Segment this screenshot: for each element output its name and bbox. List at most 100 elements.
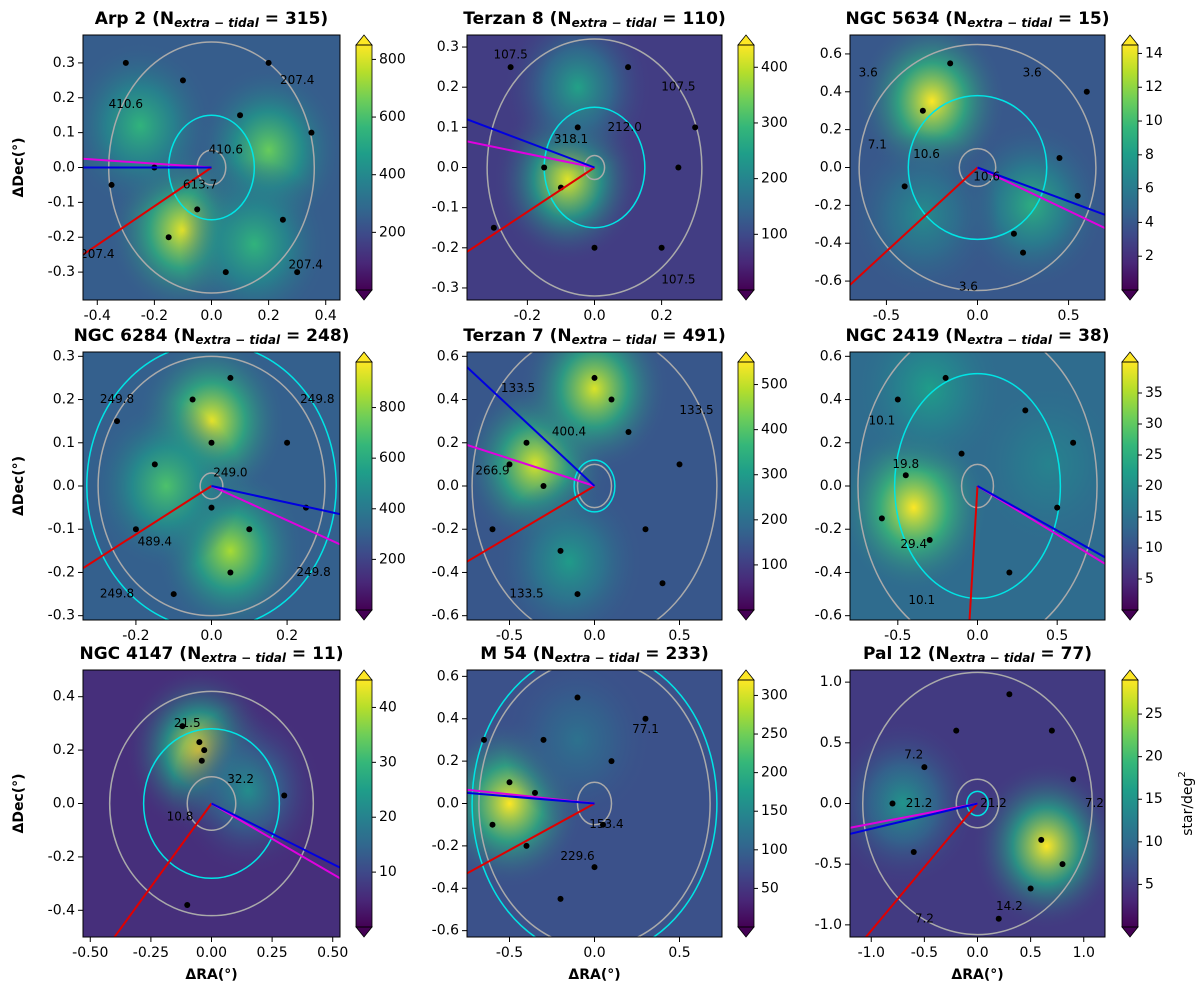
x-tick-label: -0.5 <box>911 945 938 961</box>
star-point <box>540 483 547 489</box>
density-peak <box>974 379 1105 550</box>
colorbar-extend-bottom <box>737 609 755 621</box>
contour-label: 410.6 <box>209 143 243 157</box>
colorbar-frame <box>355 679 373 928</box>
star-point <box>1070 776 1077 783</box>
radius-circle <box>955 778 1000 829</box>
radius-circle <box>576 781 613 826</box>
star-point <box>995 915 1002 922</box>
colorbar-label: star/deg2 <box>1177 771 1196 836</box>
colorbar-tick-label: 15 <box>1145 509 1163 525</box>
radius-circle <box>97 355 326 617</box>
direction-line <box>467 366 596 487</box>
x-tick-label: -0.5 <box>496 945 523 961</box>
radius-circle <box>86 352 337 620</box>
colorbar-extend-bottom <box>1121 926 1139 938</box>
colorbar-frame <box>1121 679 1139 928</box>
panel: 107.5 107.5 212.0 318.1 107.5 -0.2 0.0 0.2 -0.3 -… <box>432 9 788 324</box>
direction-line <box>968 485 979 620</box>
star-point <box>574 124 581 131</box>
x-tick-label: 0.5 <box>1019 945 1041 961</box>
star-point <box>889 800 896 807</box>
y-tick-label: -0.2 <box>432 838 459 854</box>
density-peak <box>494 476 644 620</box>
contour-label: 7.1 <box>868 137 887 151</box>
x-tick-label: -0.50 <box>72 945 108 961</box>
contour-label: 3.6 <box>859 65 878 79</box>
plot-area: 410.6 207.4 410.6 613.7 207.4 207.4 <box>83 35 340 300</box>
direction-line <box>977 485 1105 559</box>
colorbar-extend-top <box>737 669 755 681</box>
colorbar-tick-label: 6 <box>1145 181 1154 197</box>
panel: 133.5 133.5 266.9 400.4 133.5 -0.5 0.0 0.5 -0.6 -… <box>432 326 788 644</box>
x-tick-label: 0.50 <box>317 945 348 961</box>
colorbar-tick-label: 30 <box>1145 416 1163 432</box>
title-part: = 11) <box>286 644 344 664</box>
colorbar-tick-label: 25 <box>1145 447 1163 463</box>
contour-label: 613.7 <box>183 177 217 191</box>
title-part: Pal 12 (N <box>863 644 950 664</box>
star-point <box>281 792 288 799</box>
colorbar-tick-label: 8 <box>1145 147 1154 163</box>
direction-line <box>977 166 1105 229</box>
x-tick-label: -0.2 <box>514 308 541 324</box>
title-part: extra − tidal <box>572 16 658 30</box>
x-tick-label: -0.2 <box>122 628 149 644</box>
radius-circle <box>966 790 989 817</box>
y-tick-label: -0.3 <box>48 608 75 624</box>
star-point <box>237 112 244 119</box>
y-tick-label: 0.2 <box>437 435 459 451</box>
contour-label: 410.6 <box>109 97 143 111</box>
star-point <box>926 537 933 544</box>
colorbar <box>356 362 372 610</box>
colorbar-label-part: 2 <box>1177 771 1188 777</box>
contour-label: 3.6 <box>959 279 978 293</box>
y-tick-label: 0.2 <box>53 742 75 758</box>
contour-label: 10.8 <box>167 809 194 823</box>
x-tick-label: 0.2 <box>276 628 298 644</box>
radius-circle <box>478 670 711 937</box>
y-tick-label: -0.2 <box>432 240 459 256</box>
chart-title: Terzan 7 (Nextra − tidal = 491) <box>463 326 725 347</box>
contour-label: 133.5 <box>501 381 535 395</box>
star-point <box>523 439 530 446</box>
radius-circle <box>907 94 1048 241</box>
star-point <box>308 129 315 136</box>
y-tick-label: 0.4 <box>53 689 75 705</box>
contour-label: 21.2 <box>906 796 933 810</box>
direction-line <box>467 791 595 805</box>
chart-title: Terzan 8 (Nextra − tidal = 110) <box>463 9 725 30</box>
x-tick-label: 0.0 <box>966 945 988 961</box>
x-tick-label: 0.0 <box>200 628 222 644</box>
star-point <box>910 849 917 856</box>
contour-label: 212.0 <box>608 120 642 134</box>
star-point <box>1074 192 1081 199</box>
contour-label: 133.5 <box>679 403 713 417</box>
y-tick-label: 0.2 <box>820 122 842 138</box>
y-tick-label: -0.1 <box>48 521 75 537</box>
y-axis-label: ΔDec(°) <box>11 456 27 516</box>
contour-label: 10.1 <box>869 414 896 428</box>
direction-line <box>83 166 213 256</box>
contour-label: 19.8 <box>892 457 919 471</box>
x-tick-label: -0.25 <box>133 945 169 961</box>
star-point <box>523 842 530 849</box>
direction-line <box>83 485 213 569</box>
direction-line <box>865 802 979 937</box>
contour-label: 107.5 <box>493 48 527 62</box>
star-point <box>1006 569 1013 576</box>
contour-label: 10.6 <box>913 147 940 161</box>
x-tick-label: 0.5 <box>668 945 690 961</box>
panel: 10.1 19.8 29.4 10.1 -0.5 0.0 0.5 -0.6 -0.4 -0.2 0.… <box>815 326 1163 644</box>
density-peak <box>502 670 653 825</box>
colorbar-extend-bottom <box>737 289 755 301</box>
radius-circle <box>186 776 237 831</box>
direction-line <box>977 166 1105 216</box>
star-point <box>284 439 291 446</box>
star-point <box>489 821 496 828</box>
star-point <box>557 895 564 902</box>
contour-label: 249.0 <box>213 466 247 480</box>
radius-circle <box>583 154 606 181</box>
colorbar-tick-label: 400 <box>761 422 788 438</box>
star-point <box>170 591 177 598</box>
